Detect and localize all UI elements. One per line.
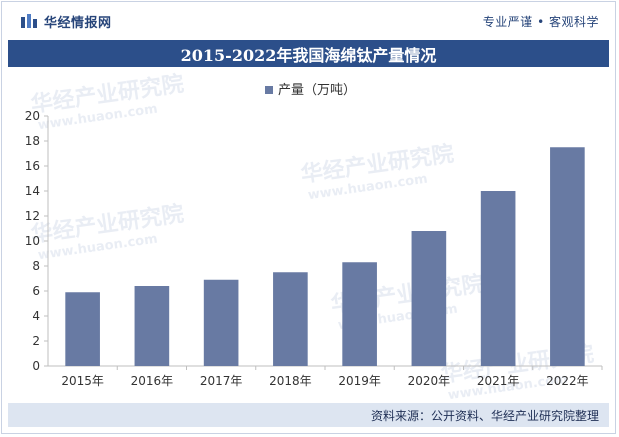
x-tick-label: 2018年 xyxy=(269,374,312,388)
source-note: 资料来源：公开资料、华经产业研究院整理 xyxy=(370,408,599,423)
x-tick-label: 2015年 xyxy=(61,374,104,388)
y-tick-label: 14 xyxy=(25,184,40,198)
legend-label: 产量（万吨） xyxy=(278,83,356,98)
legend-swatch xyxy=(265,86,273,94)
title-bar: 2015-2022年我国海绵钛产量情况 xyxy=(8,40,609,67)
legend: 产量（万吨） xyxy=(265,83,356,98)
chart-title: 2015-2022年我国海绵钛产量情况 xyxy=(180,45,437,65)
top-bar: 华经情报网 专业严谨 • 客观科学 xyxy=(2,2,615,40)
brand-logo-icon xyxy=(21,14,37,28)
y-tick-label: 18 xyxy=(25,134,40,148)
y-tick-labels: 0 2 4 6 8 10 12 14 16 18 20 xyxy=(25,109,40,373)
y-tick-label: 4 xyxy=(32,309,40,323)
x-tick-label: 2019年 xyxy=(338,374,381,388)
bar xyxy=(480,191,516,366)
y-tick-label: 2 xyxy=(32,334,40,348)
footer: 资料来源：公开资料、华经产业研究院整理 xyxy=(8,403,609,427)
x-tick-labels: 2015年 2016年 2017年 2018年 2019年 2020年 2021年 2022年 xyxy=(61,374,588,388)
x-tick-label: 2017年 xyxy=(200,374,243,388)
x-tick-label: 2020年 xyxy=(408,374,451,388)
y-tick-label: 20 xyxy=(25,109,40,123)
bar-series xyxy=(65,147,585,366)
y-tick-label: 10 xyxy=(25,234,40,248)
y-tick-label: 6 xyxy=(32,284,40,298)
bar xyxy=(203,279,239,366)
bar xyxy=(411,231,447,366)
brand: 华经情报网 xyxy=(20,12,112,31)
y-tick-label: 0 xyxy=(32,359,40,373)
bar xyxy=(134,286,170,366)
bar xyxy=(273,272,308,366)
bar xyxy=(342,262,377,366)
x-tick-label: 2016年 xyxy=(131,374,174,388)
y-tick-label: 12 xyxy=(25,209,40,223)
bar xyxy=(65,292,100,366)
slogan: 专业严谨 • 客观科学 xyxy=(482,14,599,29)
brand-name: 华经情报网 xyxy=(44,15,112,31)
y-tick-label: 8 xyxy=(32,259,40,273)
y-tick-label: 16 xyxy=(25,159,40,173)
x-tick-label: 2022年 xyxy=(546,374,589,388)
bar xyxy=(550,147,585,366)
x-tick-label: 2021年 xyxy=(477,374,520,388)
